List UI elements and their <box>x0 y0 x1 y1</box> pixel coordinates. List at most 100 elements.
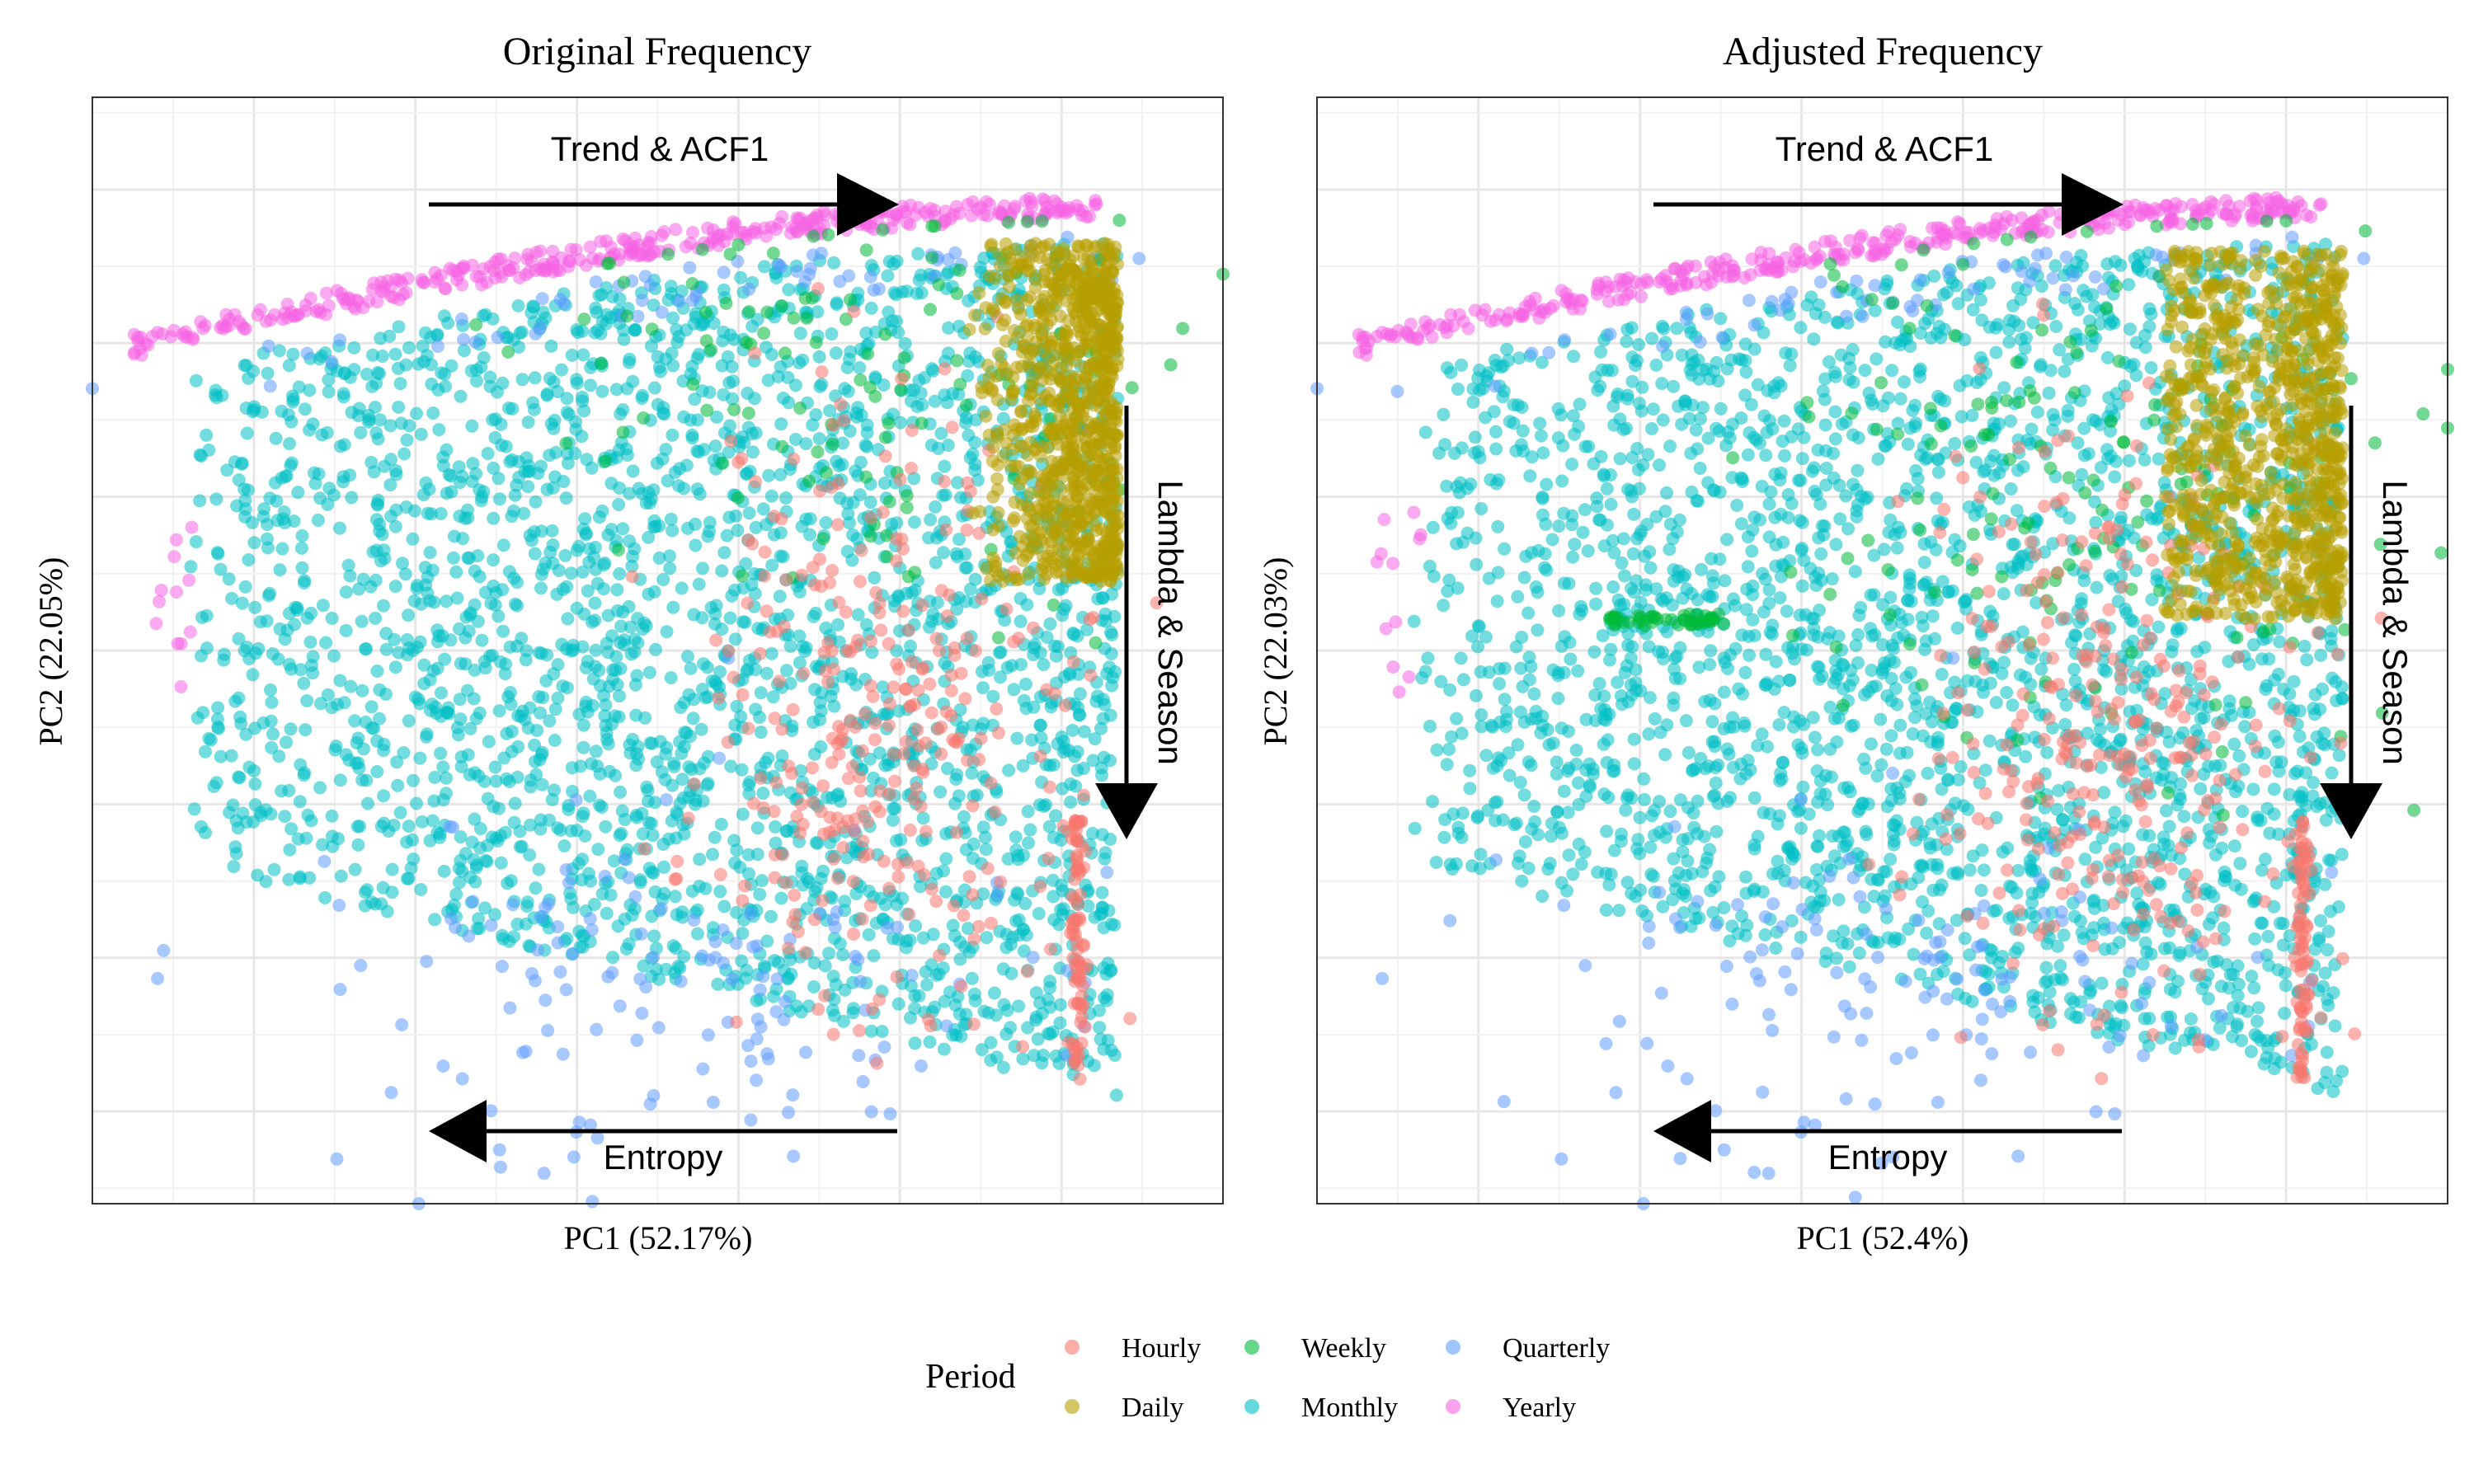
point-monthly <box>333 773 347 787</box>
point-quarterly <box>354 959 368 973</box>
point-yearly <box>982 197 996 211</box>
point-daily <box>1080 463 1094 477</box>
point-hourly <box>889 532 903 546</box>
point-hourly <box>1070 834 1084 848</box>
point-monthly <box>771 369 785 383</box>
point-daily <box>1014 439 1028 453</box>
point-monthly <box>209 492 223 506</box>
point-monthly <box>379 688 393 701</box>
point-quarterly <box>939 1019 953 1033</box>
point-monthly <box>929 556 943 570</box>
point-daily <box>1028 271 1042 285</box>
point-monthly <box>1087 1059 1101 1073</box>
point-weekly <box>816 532 830 546</box>
point-monthly <box>717 387 731 402</box>
point-monthly <box>238 359 252 373</box>
point-hourly <box>882 697 896 711</box>
point-hourly <box>828 823 842 837</box>
point-monthly <box>439 787 453 801</box>
point-monthly <box>666 600 680 614</box>
point-monthly <box>936 961 950 975</box>
point-monthly <box>938 459 952 473</box>
point-daily <box>1083 359 1097 373</box>
point-daily <box>1102 540 1116 554</box>
point-weekly <box>637 411 651 425</box>
point-quarterly <box>685 294 699 308</box>
point-daily <box>1050 500 1064 514</box>
point-quarterly <box>506 898 520 912</box>
point-hourly <box>948 648 962 662</box>
point-monthly <box>626 732 640 746</box>
point-monthly <box>999 928 1014 942</box>
point-monthly <box>228 455 242 469</box>
point-hourly <box>872 805 887 819</box>
point-hourly <box>960 632 974 646</box>
point-hourly <box>919 824 933 838</box>
point-monthly <box>922 531 936 545</box>
point-hourly <box>712 691 726 705</box>
point-weekly <box>685 277 699 290</box>
point-monthly <box>987 986 1001 1000</box>
point-monthly <box>1489 442 1503 456</box>
point-monthly <box>558 548 572 562</box>
point-monthly <box>427 794 441 808</box>
point-monthly <box>1088 732 1102 746</box>
point-hourly <box>756 801 770 815</box>
point-hourly <box>957 909 971 923</box>
point-monthly <box>390 755 404 769</box>
point-quarterly <box>643 1097 657 1111</box>
point-quarterly <box>493 1160 507 1174</box>
point-monthly <box>500 772 514 786</box>
point-monthly <box>1077 725 1091 739</box>
point-monthly <box>407 773 420 787</box>
point-monthly <box>543 714 557 728</box>
point-monthly <box>774 526 788 540</box>
point-yearly <box>153 594 166 608</box>
point-quarterly <box>863 270 877 284</box>
point-monthly <box>365 721 379 735</box>
point-monthly <box>297 576 311 589</box>
point-monthly <box>540 482 554 496</box>
point-monthly <box>267 862 281 876</box>
point-monthly <box>257 502 271 516</box>
point-monthly <box>187 802 201 816</box>
point-monthly <box>193 494 207 508</box>
point-monthly <box>227 860 241 873</box>
point-monthly <box>214 562 228 576</box>
point-quarterly <box>491 331 505 345</box>
point-monthly <box>360 367 374 381</box>
point-monthly <box>407 504 421 518</box>
point-monthly <box>331 697 345 711</box>
point-monthly <box>937 1042 951 1056</box>
point-monthly <box>319 636 333 650</box>
point-monthly <box>465 419 479 433</box>
points-original <box>86 191 1230 1210</box>
point-monthly <box>738 615 752 629</box>
point-quarterly <box>1132 251 1146 265</box>
point-quarterly <box>605 965 619 979</box>
point-monthly <box>1056 782 1070 796</box>
point-weekly <box>612 543 625 556</box>
point-monthly <box>612 498 626 511</box>
point-monthly <box>764 646 778 660</box>
point-weekly <box>991 631 1005 645</box>
point-monthly <box>1632 338 1645 351</box>
point-monthly <box>229 847 243 861</box>
point-monthly <box>860 425 874 439</box>
point-monthly <box>402 608 415 622</box>
point-weekly <box>699 334 713 348</box>
point-hourly <box>944 668 958 682</box>
point-daily <box>1052 267 1066 281</box>
point-monthly <box>551 691 565 705</box>
point-monthly <box>636 827 650 841</box>
point-weekly <box>809 336 823 350</box>
point-monthly <box>774 467 788 481</box>
point-hourly <box>905 462 918 475</box>
point-monthly <box>436 760 450 774</box>
point-quarterly <box>778 994 793 1008</box>
point-monthly <box>1014 614 1028 628</box>
point-monthly <box>207 780 221 793</box>
point-yearly <box>149 617 163 631</box>
point-monthly <box>682 688 696 702</box>
point-quarterly <box>799 1045 813 1059</box>
